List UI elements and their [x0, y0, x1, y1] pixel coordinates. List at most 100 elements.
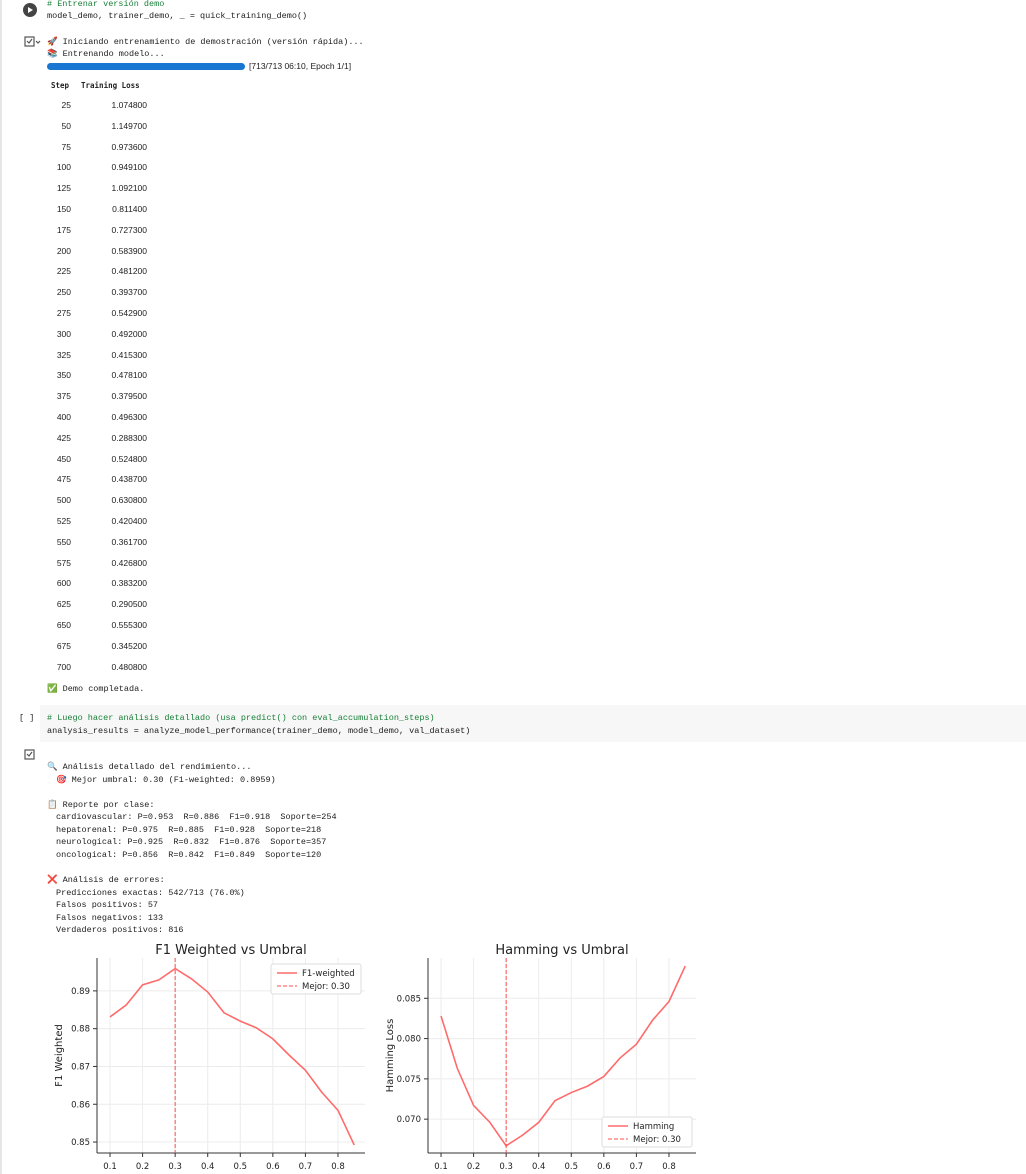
- table-cell: 675: [56, 640, 71, 651]
- table-header: Training Loss: [81, 81, 140, 90]
- output-line: 📚 Entrenando modelo...: [47, 49, 165, 59]
- table-cell: 475: [56, 474, 71, 485]
- table-cell: 100: [56, 162, 71, 173]
- x-tick-label: 0.7: [299, 1162, 313, 1172]
- output-line: Falsos positivos: 57: [56, 900, 159, 911]
- y-axis-label: Hamming Loss: [385, 1019, 396, 1093]
- table-cell: 650: [56, 620, 71, 630]
- x-tick-label: 0.8: [662, 1162, 676, 1172]
- table-cell: 0.383200: [111, 578, 147, 589]
- output-line: ❌ Análisis de errores:: [47, 875, 165, 885]
- progress-bar: [47, 63, 245, 70]
- table-cell: 250: [56, 287, 71, 298]
- code-line: # Luego hacer análisis detallado (usa pr…: [47, 713, 435, 723]
- table-cell: 525: [56, 516, 71, 526]
- run-icon: [28, 7, 33, 13]
- table-cell: 600: [56, 578, 71, 589]
- charts: F1 Weighted vs Umbral F1 Weighted 0.1 0.2 0.…: [54, 943, 696, 1172]
- legend-label: Hamming: [633, 1122, 674, 1132]
- code-line: # Entrenar versión demo: [47, 0, 165, 9]
- y-tick-label: 0.89: [71, 987, 90, 997]
- table-header: Step: [51, 81, 70, 90]
- series-line: [109, 967, 355, 1146]
- table-cell: 1.074800: [111, 100, 147, 110]
- cell-prompt: [ ]: [19, 713, 35, 723]
- table-cell: 0.496300: [111, 412, 147, 422]
- output-line: oncological: P=0.856 R=0.842 F1=0.849 So…: [56, 850, 322, 860]
- table-cell: 1.149700: [111, 120, 147, 131]
- table-cell: 0.481200: [111, 266, 147, 277]
- output-icon: [24, 36, 41, 47]
- table-cell: 625: [56, 599, 71, 610]
- y-tick-label: 0.85: [71, 1138, 90, 1148]
- x-tick-label: 0.3: [499, 1162, 513, 1172]
- output-line: Predicciones exactas: 542/713 (76.0%): [56, 887, 245, 898]
- table-cell: 300: [56, 328, 71, 339]
- table-cell: 425: [56, 432, 71, 443]
- output-line: Falsos negativos: 133: [56, 912, 164, 923]
- table-cell: 275: [56, 308, 71, 318]
- y-tick-label: 0.87: [71, 1062, 90, 1072]
- table-cell: 0.811400: [112, 204, 147, 214]
- table-cell: 400: [56, 412, 71, 422]
- output-line: 🔍 Análisis detallado del rendimiento...: [47, 762, 252, 772]
- table-cell: 0.420400: [111, 516, 147, 526]
- x-tick-label: 0.2: [136, 1162, 150, 1172]
- table-cell: 0.345200: [111, 640, 147, 651]
- x-tick-label: 0.7: [630, 1162, 644, 1172]
- table-cell: 0.478100: [111, 370, 147, 381]
- table-cell: 0.426800: [111, 557, 147, 568]
- output-line: neurological: P=0.925 R=0.832 F1=0.876 S…: [56, 837, 327, 848]
- y-tick-label: 0.86: [71, 1100, 90, 1110]
- y-tick-label: 0.88: [71, 1025, 90, 1035]
- output-line: 🚀 Iniciando entrenamiento de demostració…: [47, 37, 364, 47]
- series-line: [440, 965, 686, 1147]
- progress-label: [713/713 06:10, Epoch 1/1]: [249, 61, 352, 71]
- table-cell: 1.092100: [111, 183, 147, 194]
- x-tick-label: 0.3: [168, 1162, 182, 1172]
- table-cell: 0.949100: [111, 162, 147, 173]
- legend-label: F1-weighted: [302, 969, 355, 979]
- table-cell: 0.393700: [111, 287, 147, 298]
- x-tick-label: 0.4: [532, 1162, 546, 1172]
- y-tick-label: 0.080: [397, 1035, 421, 1045]
- legend-label: Mejor: 0.30: [302, 982, 350, 992]
- table-cell: 700: [56, 661, 71, 672]
- table-cell: 0.555300: [111, 620, 147, 630]
- output-line: cardiovascular: P=0.953 R=0.886 F1=0.918…: [56, 812, 337, 823]
- output-icon: [24, 749, 35, 760]
- table-cell: 0.583900: [111, 245, 147, 256]
- output-line: Verdaderos positivos: 816: [56, 925, 184, 936]
- x-tick-label: 0.1: [434, 1162, 448, 1172]
- table-cell: 75: [61, 141, 71, 152]
- y-tick-label: 0.070: [397, 1115, 421, 1125]
- table-cell: 0.480800: [111, 661, 147, 672]
- table-cell: 375: [56, 391, 71, 402]
- table-cell: 350: [56, 370, 71, 381]
- table-cell: 0.415300: [111, 349, 147, 360]
- table-cell: 0.524800: [111, 453, 147, 464]
- output-line: hepatorenal: P=0.975 R=0.885 F1=0.928 So…: [56, 824, 322, 835]
- table-cell: 125: [56, 183, 71, 194]
- table-cell: 500: [56, 495, 71, 506]
- x-tick-label: 0.2: [467, 1162, 481, 1172]
- table-cell: 0.361700: [111, 536, 147, 547]
- legend-box: [270, 963, 362, 995]
- table-cell: 25: [61, 100, 71, 110]
- x-tick-label: 0.5: [234, 1162, 248, 1172]
- table-cell: 200: [56, 245, 71, 256]
- table-cell: 0.542900: [111, 308, 147, 318]
- output-line: ✅ Demo completada.: [47, 684, 145, 694]
- chart-title: F1 Weighted vs Umbral: [155, 943, 307, 958]
- code-line: analysis_results = analyze_model_perform…: [47, 726, 471, 736]
- code-line: model_demo, trainer_demo, _ = quick_trai…: [47, 11, 308, 21]
- table-cell: 550: [56, 536, 71, 547]
- gutter: [0, 0, 2, 1174]
- table-cell: 325: [56, 349, 71, 360]
- table-cell: 575: [56, 557, 71, 568]
- table-cell: 0.379500: [111, 391, 147, 402]
- x-tick-label: 0.1: [103, 1162, 117, 1172]
- table-cell: 0.630800: [111, 495, 147, 506]
- table-cell: 150: [56, 204, 71, 214]
